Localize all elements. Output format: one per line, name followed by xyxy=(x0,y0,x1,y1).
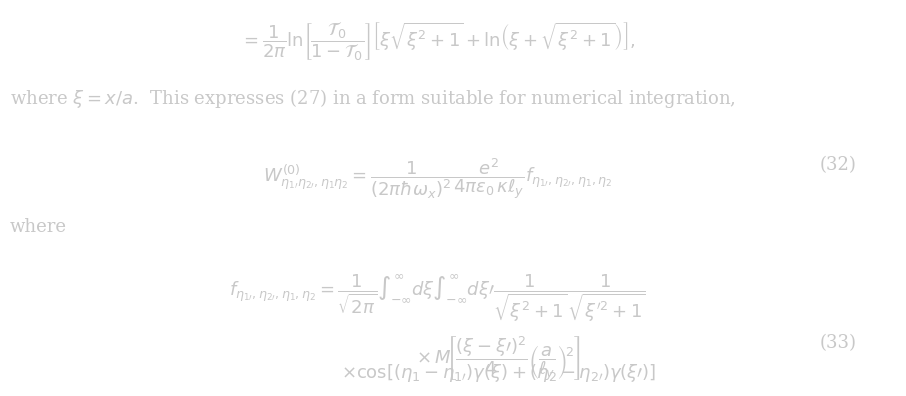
Text: (33): (33) xyxy=(819,334,856,352)
Text: $f_{\eta_{1\prime},\eta_{2\prime},\eta_1,\eta_2} = \dfrac{1}{\sqrt{2\pi}}\int_{-: $f_{\eta_{1\prime},\eta_{2\prime},\eta_1… xyxy=(229,272,646,324)
Text: where $\xi = x/a$.  This expresses (27) in a form suitable for numerical integra: where $\xi = x/a$. This expresses (27) i… xyxy=(10,86,736,110)
Text: $= \dfrac{1}{2\pi} \ln\!\left[\dfrac{\mathcal{T}_0}{1-\mathcal{T}_0}\right] \lef: $= \dfrac{1}{2\pi} \ln\!\left[\dfrac{\ma… xyxy=(240,21,635,63)
Text: $\times \cos[(\eta_1 - \eta_{1\prime})\gamma(\xi) + (\eta_2 - \eta_{2\prime})\ga: $\times \cos[(\eta_1 - \eta_{1\prime})\g… xyxy=(341,362,656,385)
Text: (32): (32) xyxy=(820,156,856,174)
Text: $W^{(0)}_{\eta_{1\prime}\eta_{2\prime},\eta_1\eta_2} = \dfrac{1}{(2\pi\hbar\omeg: $W^{(0)}_{\eta_{1\prime}\eta_{2\prime},\… xyxy=(263,156,612,201)
Text: $\times\, M\!\left[\dfrac{(\xi-\xi\prime)^2}{4}\left(\dfrac{a}{\ell_y}\right)^{\: $\times\, M\!\left[\dfrac{(\xi-\xi\prime… xyxy=(417,334,581,383)
Text: where: where xyxy=(10,218,67,236)
